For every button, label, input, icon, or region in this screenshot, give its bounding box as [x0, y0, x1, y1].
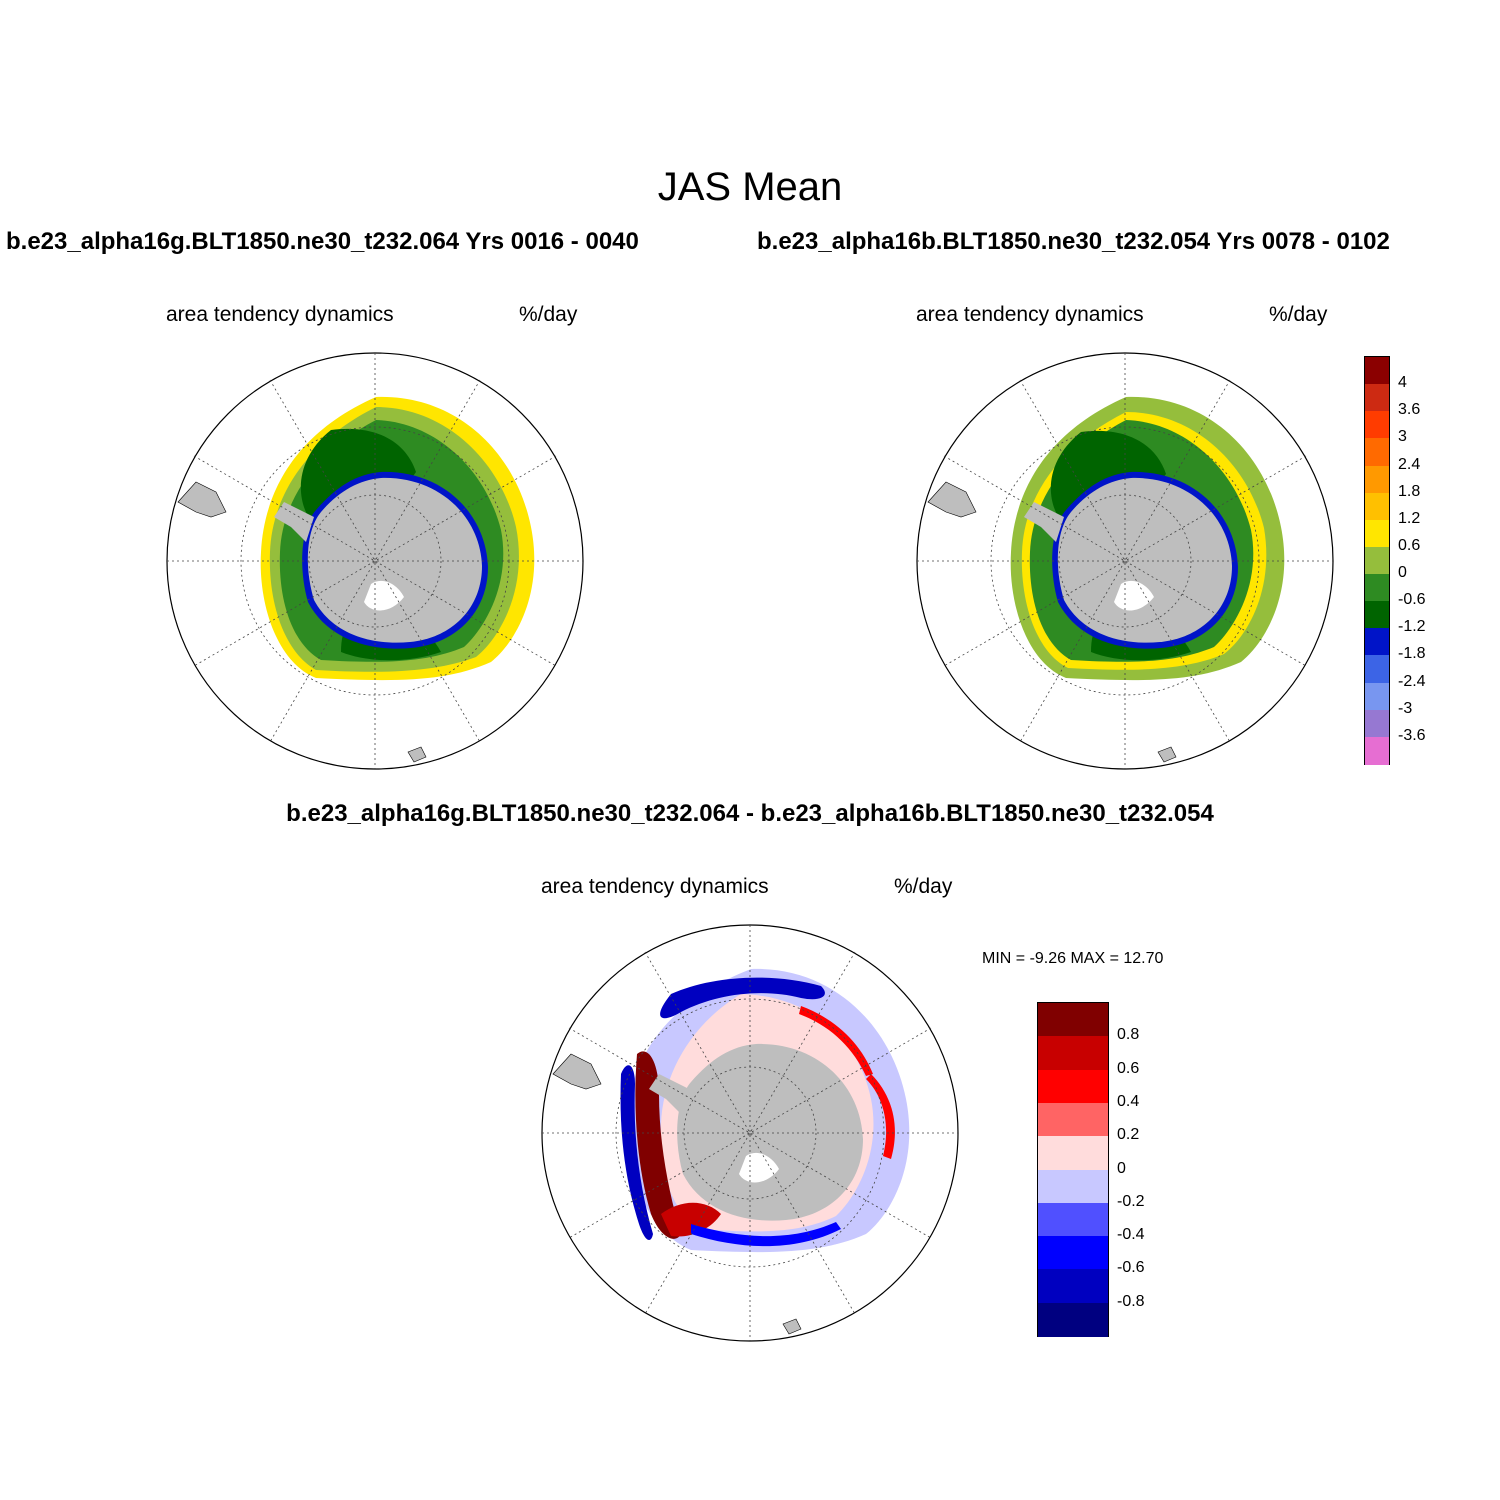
colorbar-tick-label: 1.2	[1398, 509, 1421, 527]
colorbar-tick-label: -0.2	[1117, 1192, 1145, 1210]
colorbar-swatch	[1038, 1069, 1108, 1104]
colorbar-tick-label: 0.4	[1117, 1092, 1140, 1110]
colorbar-tick-label: 2.4	[1398, 455, 1421, 473]
colorbar-tick-label: -1.2	[1398, 618, 1426, 636]
colorbar-tick-label: 3	[1398, 428, 1407, 446]
colorbar-swatch	[1038, 1169, 1108, 1204]
diff-variable: area tendency dynamics	[541, 875, 769, 898]
colorbar-swatch	[1365, 682, 1389, 711]
colorbar-swatch	[1365, 357, 1389, 385]
case1-polar-map	[166, 352, 584, 770]
colorbar-tick-label: -1.8	[1398, 645, 1426, 663]
colorbar-swatch	[1365, 574, 1389, 602]
colorbar-swatch	[1365, 492, 1389, 521]
diff-units: %/day	[894, 875, 953, 898]
colorbar-swatch	[1038, 1036, 1108, 1071]
case2-polar-map	[916, 352, 1334, 770]
case2-units: %/day	[1269, 303, 1328, 326]
colorbar-tick-label: -3.6	[1398, 726, 1426, 744]
colorbar-swatch	[1365, 655, 1389, 684]
colorbar-swatch	[1365, 709, 1389, 738]
colorbar-tick-label: 3.6	[1398, 401, 1421, 419]
colorbar-swatch	[1038, 1136, 1108, 1171]
colorbar-tick-label: 0.6	[1117, 1059, 1140, 1077]
colorbar-swatch	[1365, 519, 1389, 548]
colorbar-tick-label: -0.6	[1398, 591, 1426, 609]
case1-label: b.e23_alpha16g.BLT1850.ne30_t232.064 Yrs…	[6, 228, 639, 255]
colorbar-tick-label: 0	[1117, 1159, 1126, 1177]
case2-variable: area tendency dynamics	[916, 303, 1144, 326]
colorbar-tick-label: 0.8	[1117, 1026, 1140, 1044]
colorbar-swatch	[1365, 628, 1389, 657]
colorbar-swatch	[1365, 438, 1389, 467]
diff-min-max: MIN = -9.26 MAX = 12.70	[982, 950, 1164, 967]
colorbar-tick-label: 0	[1398, 564, 1407, 582]
case2-label: b.e23_alpha16b.BLT1850.ne30_t232.054 Yrs…	[757, 228, 1390, 255]
colorbar-swatch	[1365, 384, 1389, 412]
colorbar-swatch	[1038, 1269, 1108, 1304]
colorbar-swatch	[1038, 1302, 1108, 1337]
colorbar-tick-label: 0.2	[1117, 1126, 1140, 1144]
colorbar-tick-label: -0.4	[1117, 1226, 1145, 1244]
colorbar-tick-label: 4	[1398, 374, 1407, 392]
colorbar-swatch	[1365, 736, 1389, 765]
colorbar-swatch	[1365, 601, 1389, 629]
colorbar-swatch	[1038, 1236, 1108, 1270]
figure-title: JAS Mean	[657, 165, 843, 209]
colorbar-tick-label: 0.6	[1398, 536, 1421, 554]
case1-variable: area tendency dynamics	[166, 303, 394, 326]
colorbar-tick-label: 1.8	[1398, 482, 1421, 500]
main-colorbar	[1364, 356, 1390, 765]
colorbar-tick-label: -2.4	[1398, 672, 1426, 690]
diff-polar-map	[541, 924, 959, 1342]
colorbar-swatch	[1038, 1003, 1108, 1037]
colorbar-tick-label: -0.8	[1117, 1292, 1145, 1310]
colorbar-swatch	[1365, 465, 1389, 494]
colorbar-swatch	[1038, 1102, 1108, 1137]
colorbar-swatch	[1038, 1202, 1108, 1237]
colorbar-tick-label: -0.6	[1117, 1259, 1145, 1277]
case1-units: %/day	[519, 303, 578, 326]
diff-colorbar	[1037, 1002, 1109, 1337]
colorbar-tick-label: -3	[1398, 699, 1413, 717]
colorbar-swatch	[1365, 546, 1389, 575]
colorbar-swatch	[1365, 411, 1389, 439]
difference-label: b.e23_alpha16g.BLT1850.ne30_t232.064 - b…	[286, 800, 1214, 827]
